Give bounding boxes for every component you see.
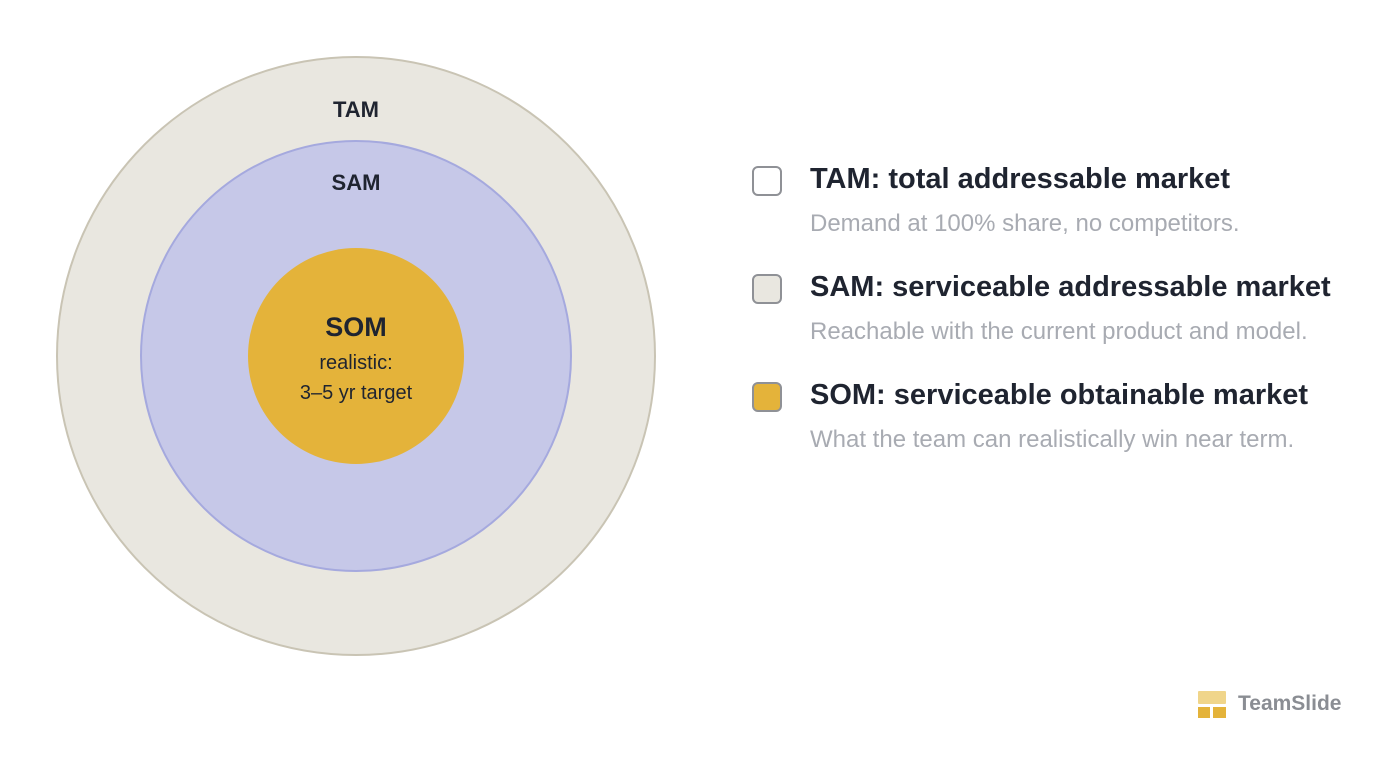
legend-title: SAM: serviceable addressable market	[810, 271, 1331, 303]
som-circle	[248, 248, 464, 464]
sam-label: SAM	[332, 170, 381, 195]
legend-description: Reachable with the current product and m…	[810, 318, 1308, 345]
legend-description: What the team can realistically win near…	[810, 426, 1295, 453]
market-size-diagram: TAM SAM SOM realistic: 3–5 yr target	[56, 56, 656, 656]
legend-swatch-tam	[752, 166, 782, 196]
som-sublabel-line1: realistic:	[319, 352, 392, 374]
som-label: SOM	[325, 312, 387, 342]
som-sublabel-line2: 3–5 yr target	[300, 382, 413, 404]
legend-item-sam: SAM: serviceable addressable market Reac…	[752, 268, 1372, 350]
legend-description: Demand at 100% share, no competitors.	[810, 210, 1240, 237]
legend-title: SOM: serviceable obtainable market	[810, 379, 1309, 411]
legend-title: TAM: total addressable market	[810, 163, 1231, 195]
legend: TAM: total addressable market Demand at …	[752, 160, 1372, 484]
tam-label: TAM	[333, 97, 379, 122]
brand-logo-icon	[1198, 690, 1226, 718]
brand-name: TeamSlide	[1238, 692, 1342, 715]
legend-item-tam: TAM: total addressable market Demand at …	[752, 160, 1372, 242]
legend-swatch-som	[752, 382, 782, 412]
legend-swatch-sam	[752, 274, 782, 304]
brand: TeamSlide	[1198, 689, 1341, 719]
legend-item-som: SOM: serviceable obtainable market What …	[752, 376, 1372, 458]
